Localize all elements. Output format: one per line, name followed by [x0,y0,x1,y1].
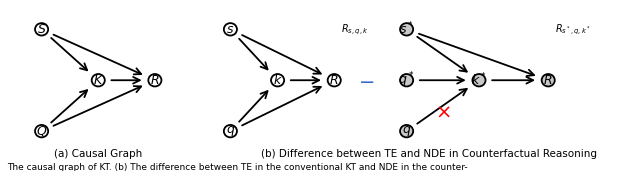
Text: $\mathit{R}$: $\mathit{R}$ [543,74,553,87]
Text: $-$: $-$ [358,71,374,90]
Text: (b) Difference between TE and NDE in Counterfactual Reasoning: (b) Difference between TE and NDE in Cou… [260,149,596,159]
Ellipse shape [328,74,340,86]
Text: $\mathit{R}$: $\mathit{R}$ [330,74,339,87]
Text: $\mathit{S}$: $\mathit{S}$ [37,23,46,36]
Ellipse shape [224,125,237,137]
Ellipse shape [472,74,486,86]
Ellipse shape [541,74,555,86]
Ellipse shape [92,74,105,86]
Ellipse shape [35,23,48,36]
Ellipse shape [400,23,413,36]
Text: $\mathit{s}^*$: $\mathit{s}^*$ [399,21,414,38]
Text: $\mathit{q}$: $\mathit{q}$ [402,124,412,138]
Text: The causal graph of KT. (b) The difference between TE in the conventional KT and: The causal graph of KT. (b) The differen… [7,163,468,171]
Text: $\times$: $\times$ [435,103,451,122]
Text: $\mathit{R}$: $\mathit{R}$ [150,74,159,87]
Ellipse shape [400,74,413,86]
Ellipse shape [271,74,284,86]
Text: $\mathit{q}^*$: $\mathit{q}^*$ [399,70,415,90]
Text: $\mathit{k}^*$: $\mathit{k}^*$ [471,72,487,89]
Text: $\mathit{q}$: $\mathit{q}$ [226,124,235,138]
Text: $\mathit{K}$: $\mathit{K}$ [93,74,104,87]
Ellipse shape [35,125,48,137]
Text: $R_{s,q,k}$: $R_{s,q,k}$ [340,22,368,37]
Text: (a) Causal Graph: (a) Causal Graph [54,149,142,159]
Ellipse shape [400,125,413,137]
Text: $R_{s^*,q,k^*}$: $R_{s^*,q,k^*}$ [554,22,591,37]
Text: $\mathit{s}$: $\mathit{s}$ [227,23,234,36]
Text: $\mathit{Q}$: $\mathit{Q}$ [36,124,47,138]
Ellipse shape [148,74,161,86]
Ellipse shape [224,23,237,36]
Text: $\mathit{k}$: $\mathit{k}$ [273,73,282,87]
